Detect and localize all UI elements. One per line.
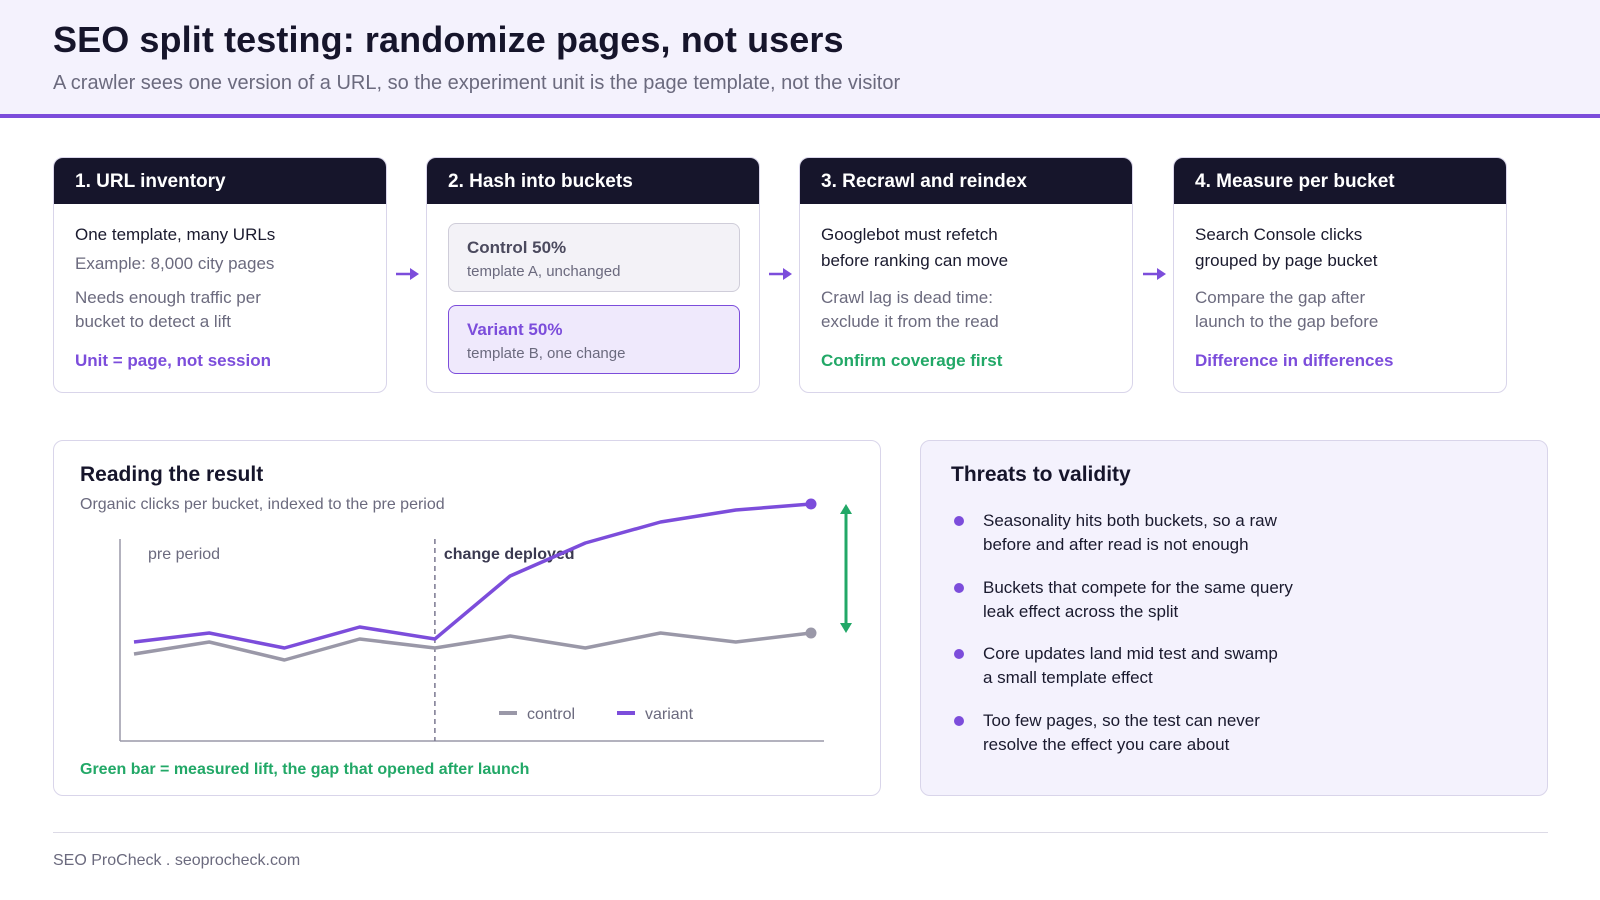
footer-divider bbox=[53, 832, 1548, 833]
change-deployed-label: change deployed bbox=[444, 546, 575, 563]
arrow-right-icon bbox=[396, 268, 419, 280]
control-series-line bbox=[133, 631, 812, 662]
legend-label-control: control bbox=[527, 706, 575, 723]
page-subtitle: A crawler sees one version of a URL, so … bbox=[53, 72, 901, 94]
reading-title: Reading the result bbox=[80, 463, 264, 486]
step-note-line: launch to the gap before bbox=[1195, 312, 1379, 331]
step-note-line: Crawl lag is dead time: bbox=[821, 288, 993, 307]
step-line: before ranking can move bbox=[821, 251, 1009, 270]
reading-result-card: Reading the result Organic clicks per bu… bbox=[53, 440, 881, 796]
lift-arrow-up-icon bbox=[840, 504, 852, 514]
threat-line: leak effect across the split bbox=[983, 602, 1179, 621]
step-callout: Unit = page, not session bbox=[75, 351, 272, 370]
control-bucket-label: Control 50% bbox=[467, 238, 567, 257]
step-line: Search Console clicks bbox=[1195, 225, 1363, 244]
variant-bucket-detail: template B, one change bbox=[467, 345, 626, 362]
variant-end-point bbox=[805, 498, 817, 510]
step-line: grouped by page bucket bbox=[1195, 251, 1378, 270]
bullet-icon bbox=[954, 649, 964, 659]
step-line: Googlebot must refetch bbox=[821, 225, 998, 244]
control-end-point bbox=[805, 627, 817, 639]
threat-line: Seasonality hits both buckets, so a raw bbox=[983, 511, 1277, 530]
line-chart: pre period change deployed control variant bbox=[119, 498, 852, 742]
variant-bucket: Variant 50% template B, one change bbox=[448, 305, 740, 374]
step-example: Example: 8,000 city pages bbox=[75, 254, 275, 273]
pre-period-label: pre period bbox=[148, 546, 220, 563]
step-card-url-inventory: 1. URL inventory One template, many URLs… bbox=[53, 157, 387, 393]
legend-label-variant: variant bbox=[645, 706, 694, 723]
step-title: 2. Hash into buckets bbox=[427, 158, 759, 204]
step-title: 1. URL inventory bbox=[54, 158, 386, 204]
threat-line: Core updates land mid test and swamp bbox=[983, 644, 1278, 663]
step-card-recrawl: 3. Recrawl and reindex Googlebot must re… bbox=[799, 157, 1133, 393]
variant-series-line bbox=[133, 502, 812, 650]
step-card-measure: 4. Measure per bucket Search Console cli… bbox=[1173, 157, 1507, 393]
page-title: SEO split testing: randomize pages, not … bbox=[53, 19, 844, 60]
threats-title: Threats to validity bbox=[951, 463, 1131, 486]
footer-text: SEO ProCheck . seoprocheck.com bbox=[53, 852, 301, 869]
bullet-icon bbox=[954, 583, 964, 593]
control-bucket: Control 50% template A, unchanged bbox=[448, 223, 740, 292]
step-line: One template, many URLs bbox=[75, 225, 276, 244]
reading-subtitle: Organic clicks per bucket, indexed to th… bbox=[80, 496, 445, 513]
reading-caption: Green bar = measured lift, the gap that … bbox=[80, 761, 530, 778]
step-note-line: Compare the gap after bbox=[1195, 288, 1366, 307]
step-callout: Confirm coverage first bbox=[821, 351, 1003, 370]
arrow-right-icon bbox=[1143, 268, 1166, 280]
step-note-line: bucket to detect a lift bbox=[75, 312, 231, 331]
bullet-icon bbox=[954, 716, 964, 726]
lift-arrow-down-icon bbox=[840, 623, 852, 633]
page-header: SEO split testing: randomize pages, not … bbox=[0, 0, 1600, 118]
step-note-line: Needs enough traffic per bbox=[75, 288, 261, 307]
bullet-icon bbox=[954, 516, 964, 526]
step-title: 4. Measure per bucket bbox=[1174, 158, 1506, 204]
threat-line: resolve the effect you care about bbox=[983, 735, 1230, 754]
threat-line: before and after read is not enough bbox=[983, 535, 1249, 554]
variant-bucket-label: Variant 50% bbox=[467, 320, 563, 339]
threat-line: a small template effect bbox=[983, 668, 1153, 687]
control-bucket-detail: template A, unchanged bbox=[467, 263, 621, 280]
step-note-line: exclude it from the read bbox=[821, 312, 999, 331]
step-card-hash-buckets: 2. Hash into buckets Control 50% templat… bbox=[426, 157, 760, 393]
step-title: 3. Recrawl and reindex bbox=[800, 158, 1132, 204]
threats-card: Threats to validity Seasonality hits bot… bbox=[920, 440, 1548, 796]
arrow-right-icon bbox=[769, 268, 792, 280]
threat-line: Buckets that compete for the same query bbox=[983, 578, 1293, 597]
step-callout: Difference in differences bbox=[1195, 351, 1394, 370]
threat-line: Too few pages, so the test can never bbox=[983, 711, 1260, 730]
